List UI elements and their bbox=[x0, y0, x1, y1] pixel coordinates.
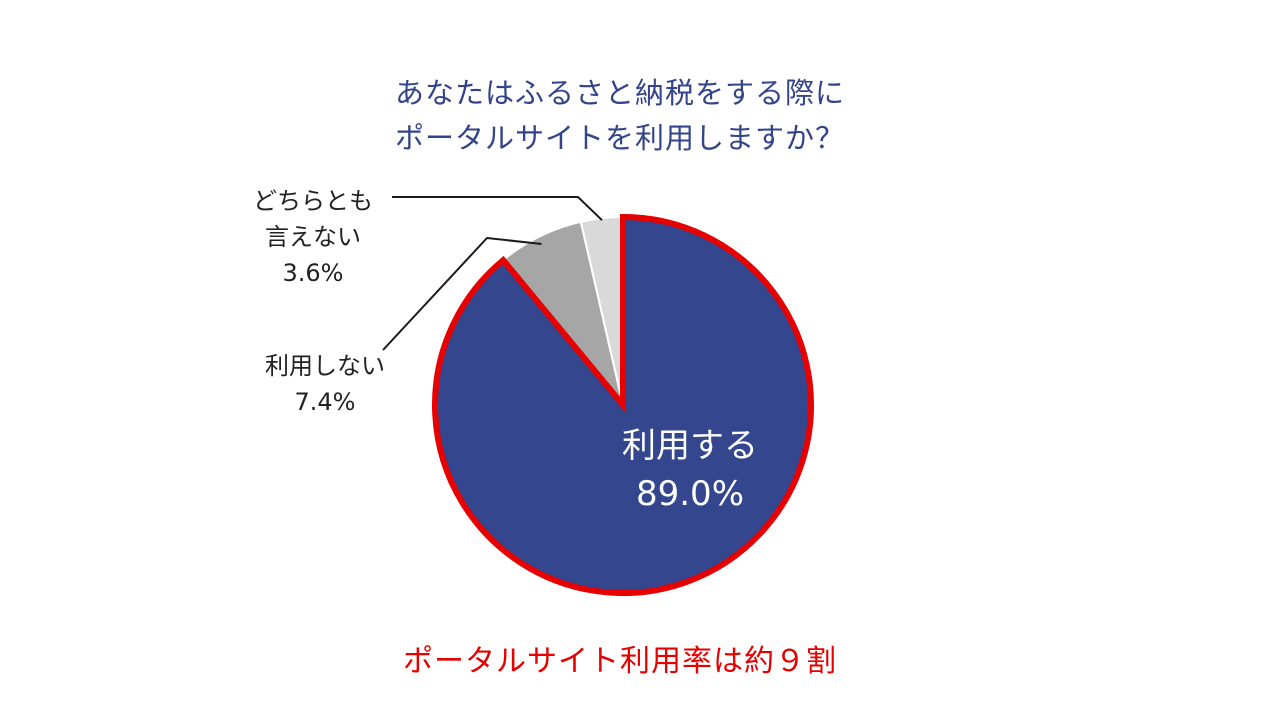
slice-label-neutral-line-1: どちらとも bbox=[253, 187, 373, 215]
leader-line-neutral bbox=[392, 196, 603, 221]
slice-label-neutral: どちらとも 言えない 3.6% bbox=[228, 183, 398, 291]
leader-line-no bbox=[382, 236, 542, 351]
slice-value-no: 7.4% bbox=[294, 388, 356, 416]
slice-label-no: 利用しない 7.4% bbox=[250, 348, 400, 420]
slice-label-neutral-line-2: 言えない bbox=[265, 223, 361, 251]
slice-label-no-text: 利用しない bbox=[265, 352, 385, 380]
slice-label-yes-text: 利用する bbox=[622, 426, 758, 466]
slice-label-yes: 利用する 89.0% bbox=[590, 422, 790, 518]
chart-title-line-1: あなたはふるさと納税をする際に bbox=[394, 76, 845, 110]
slice-value-neutral: 3.6% bbox=[282, 259, 344, 287]
slice-value-yes: 89.0% bbox=[635, 474, 744, 514]
chart-title-line-2: ポータルサイトを利用しますか？ bbox=[394, 121, 845, 155]
footer-note: ポータルサイト利用率は約９割 bbox=[403, 644, 837, 679]
highlight-outline bbox=[432, 213, 814, 596]
